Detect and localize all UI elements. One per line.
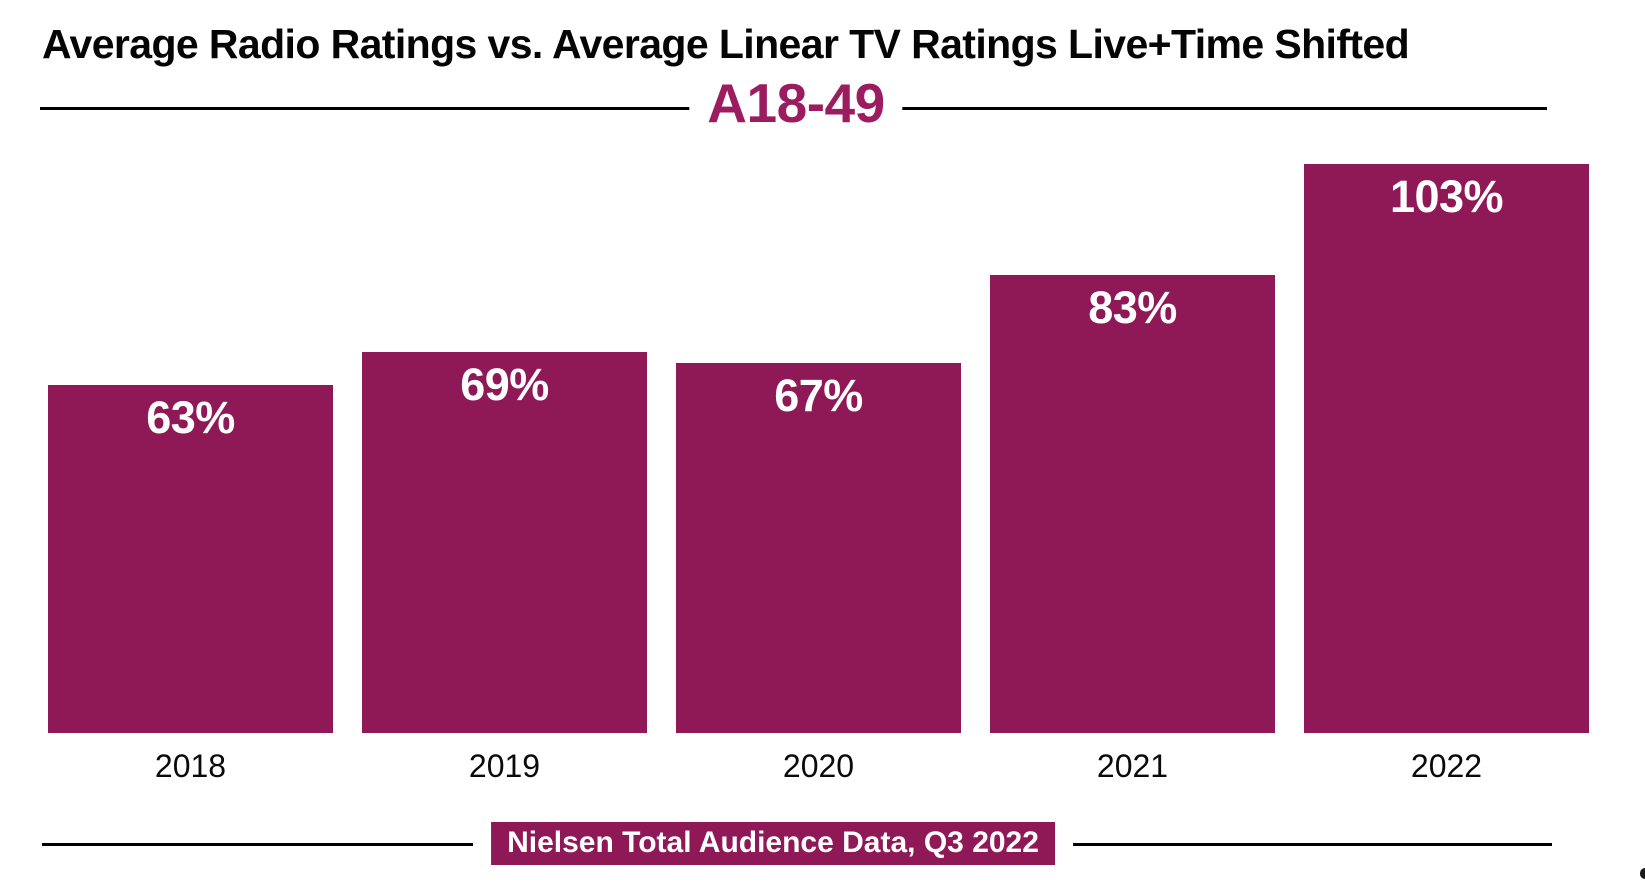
bar-2019: 69% [362,352,647,733]
bar-value-label-2022: 103% [1389,171,1504,222]
source-badge: Nielsen Total Audience Data, Q3 2022 [491,822,1055,865]
source-badge-wrap: Nielsen Total Audience Data, Q3 2022 [473,822,1073,865]
bar-2020: 67% [676,363,961,733]
x-axis-label-2022: 2022 [1410,748,1483,784]
bar-value-label-2019: 69% [460,359,549,410]
x-axis-label-2021: 2021 [1096,748,1169,784]
bar-value-label-2021: 83% [1088,282,1177,333]
bar-2021: 83% [990,275,1275,733]
subtitle-wrap: A18-49 [689,76,903,131]
cropped-bullet-artifact [1640,868,1645,879]
bar-value-label-2018: 63% [146,392,235,443]
bar-value-label-2020: 67% [774,370,863,421]
x-axis-label-2018: 2018 [154,748,227,784]
audience-demo-label: A18-49 [707,72,885,134]
x-axis-label-2020: 2020 [782,748,855,784]
bar-2022: 103% [1304,164,1589,733]
chart-title: Average Radio Ratings vs. Average Linear… [42,21,1410,67]
bar-2018: 63% [48,385,333,733]
x-axis-label-2019: 2019 [468,748,541,784]
